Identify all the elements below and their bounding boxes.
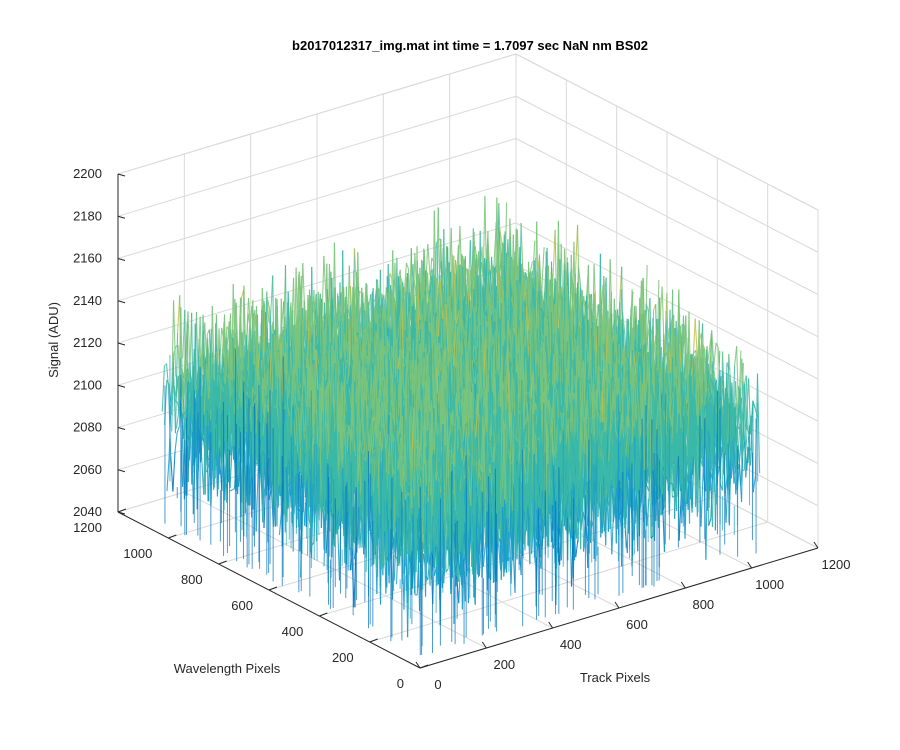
surface-segment	[166, 379, 170, 385]
surface-segment	[177, 357, 182, 415]
surface-segment	[173, 346, 177, 354]
surface-segment	[435, 239, 439, 244]
box-edge	[515, 53, 819, 211]
chart-title: b2017012317_img.mat int time = 1.7097 se…	[292, 38, 648, 53]
back-wall-grid-line	[117, 138, 517, 259]
surface-segment	[232, 488, 235, 491]
back-wall-grid-line	[117, 180, 517, 302]
surface-segment	[229, 489, 233, 492]
surface-segment	[427, 244, 431, 276]
surface-segment	[175, 375, 179, 398]
surface-segment	[176, 426, 180, 433]
surface-segment	[166, 457, 170, 492]
surface-segment	[161, 365, 165, 412]
surface-segment	[175, 414, 180, 429]
surface-segment	[247, 298, 252, 331]
surface-segment	[529, 261, 533, 273]
surface-segment	[444, 246, 448, 296]
side-wall-grid-line	[515, 180, 819, 338]
surface-segment	[171, 353, 175, 432]
surface-segment	[405, 262, 410, 270]
surface-segment	[267, 299, 271, 310]
surface-segment	[174, 432, 178, 452]
surface-segment	[181, 448, 186, 487]
surface-segment	[172, 451, 176, 492]
surface-segment	[403, 262, 407, 296]
surface-segment	[323, 255, 327, 298]
floor-grid-line	[369, 521, 768, 643]
back-wall-grid-line	[117, 95, 517, 217]
surface-segment	[170, 300, 175, 415]
side-wall-grid-line	[515, 95, 819, 253]
surface-segment	[174, 332, 179, 434]
surface-segment	[474, 246, 478, 266]
surface-segment	[413, 276, 417, 292]
surface-segment	[173, 300, 177, 375]
side-wall-grid-line	[515, 138, 819, 295]
surface-mesh	[161, 195, 761, 656]
box-edge	[117, 53, 517, 175]
surface-segment	[165, 363, 170, 391]
surface-segment	[170, 456, 174, 492]
